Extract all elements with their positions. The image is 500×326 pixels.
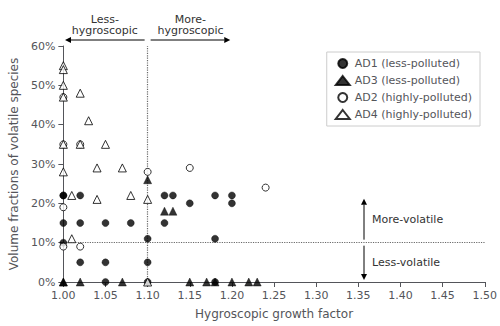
svg-text:Less-: Less- xyxy=(90,13,119,26)
svg-text:AD4 (highly-polluted): AD4 (highly-polluted) xyxy=(355,108,472,121)
svg-text:Less-volatile: Less-volatile xyxy=(372,256,440,269)
svg-text:hygroscopic: hygroscopic xyxy=(157,24,223,37)
svg-text:1.00: 1.00 xyxy=(51,289,75,302)
svg-text:1.50: 1.50 xyxy=(473,289,498,302)
svg-text:30%: 30% xyxy=(31,158,55,171)
svg-text:1.30: 1.30 xyxy=(304,289,329,302)
svg-text:1.40: 1.40 xyxy=(388,289,413,302)
svg-text:20%: 20% xyxy=(31,197,55,210)
svg-text:60%: 60% xyxy=(31,40,55,53)
svg-text:More-volatile: More-volatile xyxy=(372,213,443,226)
svg-text:1.25: 1.25 xyxy=(262,289,287,302)
svg-text:1.35: 1.35 xyxy=(346,289,371,302)
svg-text:AD2 (highly-polluted): AD2 (highly-polluted) xyxy=(355,91,472,104)
svg-text:hygroscopic: hygroscopic xyxy=(72,24,138,37)
svg-text:1.45: 1.45 xyxy=(430,289,455,302)
svg-text:40%: 40% xyxy=(31,118,55,131)
svg-text:AD3 (less-polluted): AD3 (less-polluted) xyxy=(355,74,460,87)
svg-text:AD1 (less-polluted): AD1 (less-polluted) xyxy=(355,57,460,70)
svg-text:1.10: 1.10 xyxy=(135,289,160,302)
svg-text:More-: More- xyxy=(174,13,207,26)
svg-text:0%: 0% xyxy=(38,276,55,289)
svg-text:50%: 50% xyxy=(31,79,55,92)
svg-text:10%: 10% xyxy=(31,236,55,249)
svg-text:1.05: 1.05 xyxy=(93,289,118,302)
svg-text:Volume fractions of volatile s: Volume fractions of volatile species xyxy=(7,58,21,271)
svg-text:Hygroscopic growth factor: Hygroscopic growth factor xyxy=(195,307,353,321)
svg-text:1.20: 1.20 xyxy=(220,289,245,302)
svg-text:1.15: 1.15 xyxy=(178,289,203,302)
